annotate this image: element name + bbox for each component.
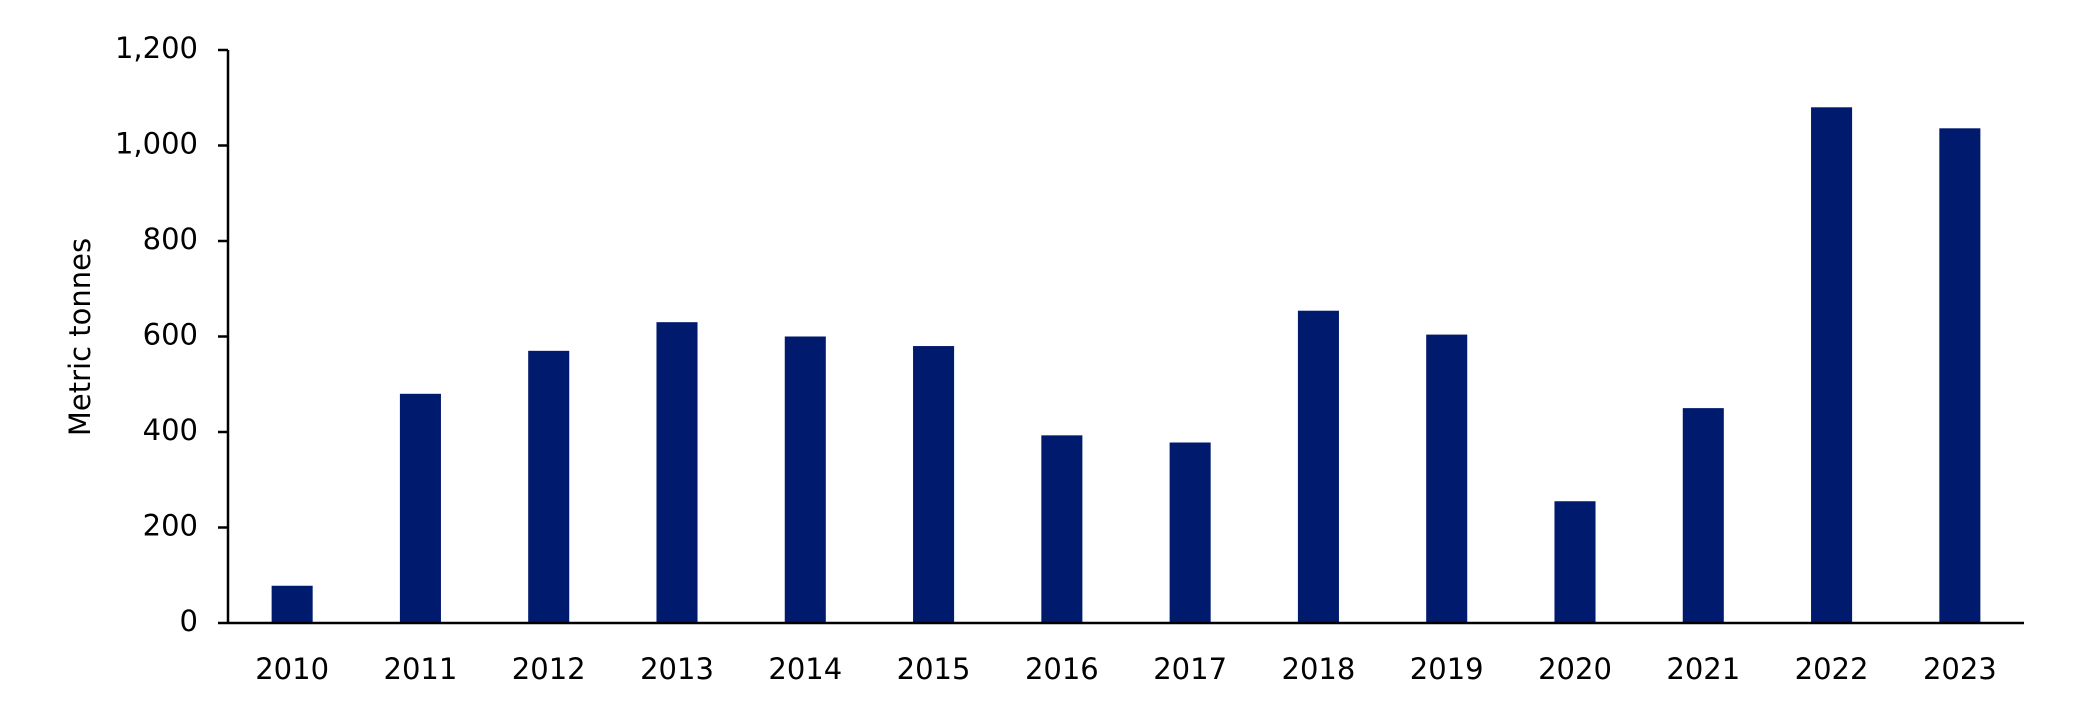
x-tick-label: 2012 xyxy=(512,652,586,686)
x-tick-label: 2020 xyxy=(1538,652,1612,686)
x-tick-label: 2010 xyxy=(255,652,329,686)
x-tick-label: 2015 xyxy=(897,652,971,686)
x-tick-label: 2016 xyxy=(1025,652,1099,686)
y-tick-label: 1,200 xyxy=(115,31,198,65)
bar xyxy=(271,585,313,623)
bar xyxy=(1426,334,1468,623)
bar xyxy=(656,322,698,623)
bar xyxy=(399,393,441,623)
y-tick-label: 400 xyxy=(143,413,198,447)
bar xyxy=(1554,501,1596,623)
y-tick-label: 800 xyxy=(143,222,198,256)
x-tick-label: 2018 xyxy=(1282,652,1356,686)
x-tick-label: 2013 xyxy=(640,652,714,686)
x-tick-label: 2014 xyxy=(768,652,842,686)
bar xyxy=(1041,435,1083,623)
bar xyxy=(1939,128,1981,623)
bar xyxy=(1682,408,1724,623)
x-tick-label: 2022 xyxy=(1795,652,1869,686)
x-tick-label: 2011 xyxy=(384,652,458,686)
bar xyxy=(913,346,955,623)
x-tick-label: 2017 xyxy=(1153,652,1227,686)
bar xyxy=(528,350,570,623)
y-tick-label: 1,000 xyxy=(115,127,198,161)
y-tick-label: 200 xyxy=(143,509,198,543)
y-tick-label: 600 xyxy=(143,318,198,352)
y-axis-title: Metric tonnes xyxy=(63,238,97,436)
x-tick-label: 2019 xyxy=(1410,652,1484,686)
y-tick-label: 0 xyxy=(180,604,198,638)
bar xyxy=(1297,310,1339,623)
bar xyxy=(1169,442,1211,623)
bar xyxy=(1811,107,1853,624)
x-tick-label: 2023 xyxy=(1923,652,1997,686)
x-tick-label: 2021 xyxy=(1666,652,1740,686)
bar xyxy=(784,336,826,623)
